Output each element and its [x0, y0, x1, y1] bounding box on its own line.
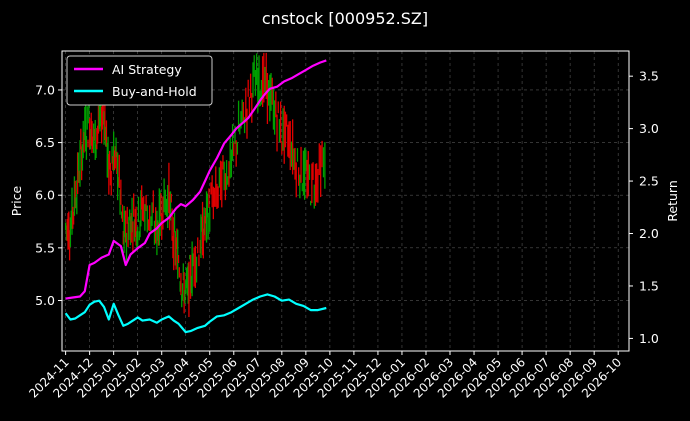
y-left-tick-label: 6.5	[35, 135, 55, 150]
legend-label-ai-strategy: AI Strategy	[112, 62, 182, 77]
y-axis-left: 5.0 5.5 6.0 6.5 7.0	[35, 82, 62, 308]
y-left-tick-label: 6.0	[35, 188, 55, 203]
y-right-tick-label: 1.5	[639, 278, 659, 293]
y-right-tick-label: 1.0	[639, 331, 659, 346]
y-left-tick-label: 5.0	[35, 293, 55, 308]
legend-label-buy-and-hold: Buy-and-Hold	[112, 84, 197, 99]
y-right-tick-label: 3.0	[639, 121, 659, 136]
y-axis-right-label: Return	[665, 180, 680, 221]
legend: AI Strategy Buy-and-Hold	[66, 55, 213, 106]
y-axis-right: 1.0 1.5 2.0 2.5 3.0 3.5	[629, 69, 659, 346]
y-left-tick-label: 7.0	[35, 82, 55, 97]
y-left-tick-label: 5.5	[35, 240, 55, 255]
y-right-tick-label: 3.5	[639, 69, 659, 84]
strategy-lines	[64, 59, 327, 334]
legend-box	[66, 55, 213, 106]
y-axis-left-label: Price	[9, 185, 24, 216]
series-line-ai-strategy	[65, 59, 327, 300]
chart-title: cnstock [000952.SZ]	[262, 9, 428, 28]
y-right-tick-label: 2.5	[639, 174, 659, 189]
y-right-tick-label: 2.0	[639, 226, 659, 241]
plot-frame	[61, 50, 630, 352]
price-series	[64, 52, 326, 318]
series-line-buy-and-hold	[64, 293, 327, 334]
